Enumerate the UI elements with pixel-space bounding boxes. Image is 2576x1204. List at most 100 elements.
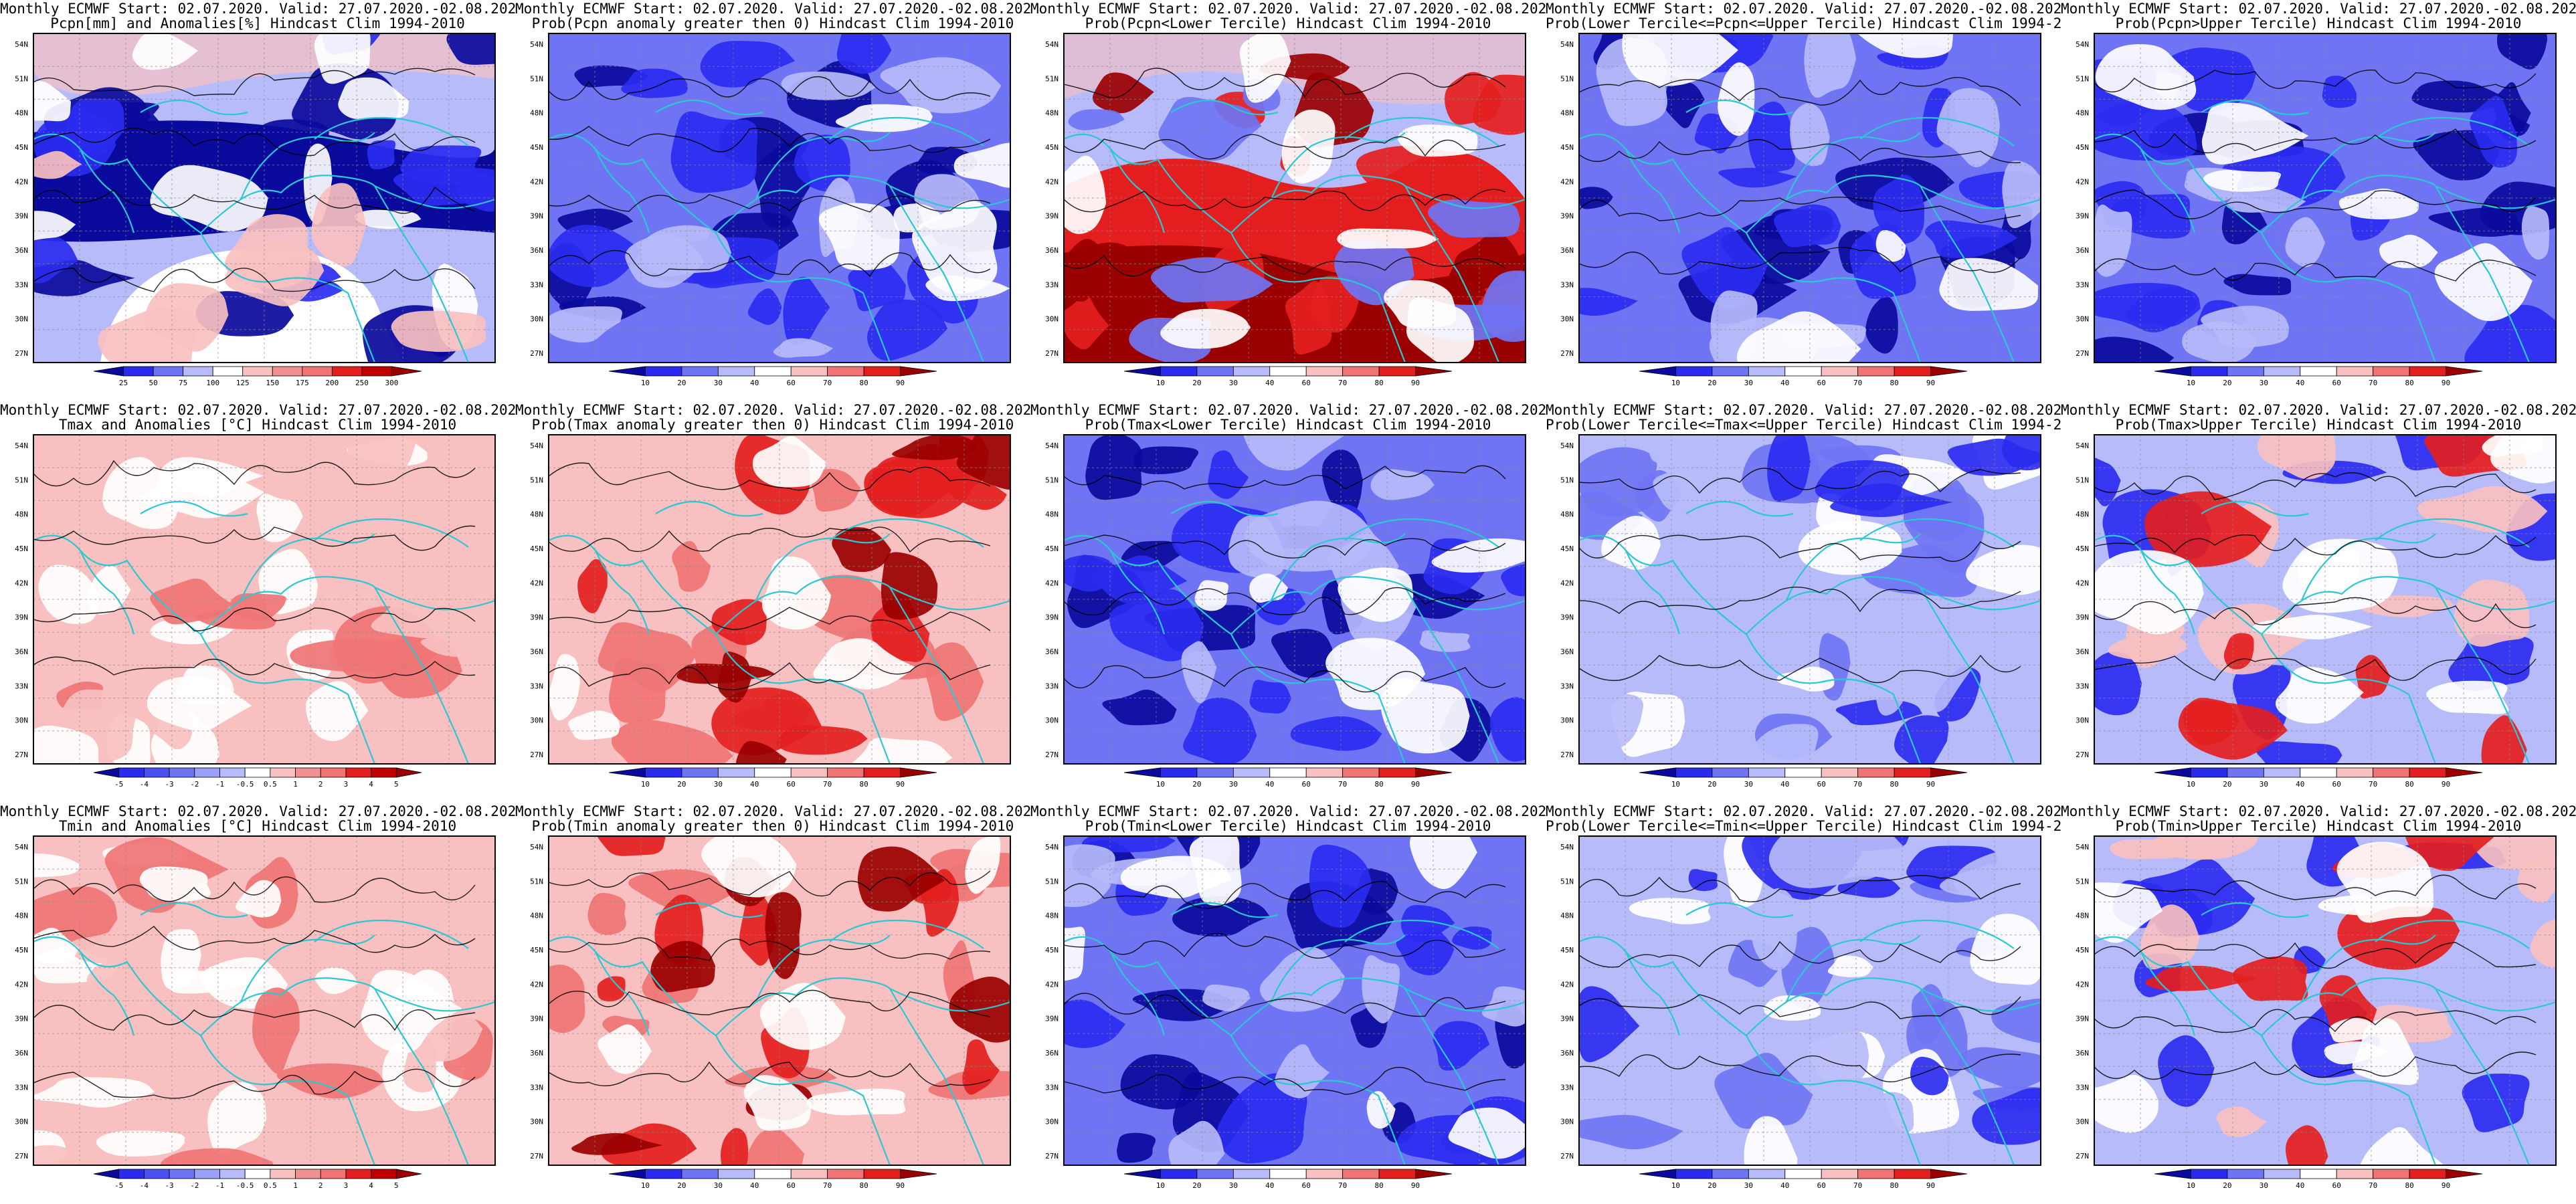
contour-line xyxy=(549,126,991,153)
colorbar-tick-label: 10 xyxy=(1671,780,1680,789)
anomaly-field-region xyxy=(2203,170,2282,192)
latitude-label: 51N xyxy=(15,877,28,886)
coastline xyxy=(889,185,985,363)
contour-line xyxy=(1579,468,2021,494)
coastline xyxy=(1625,148,1681,233)
anomaly-field-region xyxy=(2328,1017,2373,1043)
coastline xyxy=(1746,1035,1922,1165)
colorbar-tick-label: 30 xyxy=(714,780,723,789)
colorbar-tick-label: 40 xyxy=(1265,379,1274,387)
anomaly-field-region xyxy=(1718,62,1755,136)
anomaly-field-region xyxy=(711,599,767,645)
latitude-label: 42N xyxy=(1045,980,1059,989)
contour-line xyxy=(549,870,991,897)
anomaly-field-region xyxy=(256,494,303,542)
coastline xyxy=(889,988,985,1165)
anomaly-field-region xyxy=(2225,187,2306,213)
colorbar-tick-label: 30 xyxy=(1744,379,1753,387)
colorbar-tick-label: 20 xyxy=(1708,780,1716,789)
anomaly-field-region xyxy=(625,234,705,288)
anomaly-field-region xyxy=(1419,630,1471,652)
anomaly-field-region xyxy=(743,1075,812,1131)
forecast-map: 54N51N48N45N42N39N36N33N30N27N5E10E15E20… xyxy=(1560,434,2041,765)
latitude-label: 45N xyxy=(530,946,543,955)
anomaly-field-region xyxy=(276,1063,385,1099)
coastline xyxy=(1404,988,1500,1165)
contour-line xyxy=(2094,1009,2537,1033)
anomaly-field-region xyxy=(832,527,891,573)
colorbar-tick-label: 3 xyxy=(344,1181,349,1190)
anomaly-field-region xyxy=(747,288,782,325)
anomaly-field-region xyxy=(621,68,688,98)
anomaly-field-region xyxy=(1898,629,1972,712)
colorbar-tick-label: -0.5 xyxy=(236,780,254,789)
colorbar-legend: 10 20 30 40 60 70 80 90 xyxy=(2154,1169,2483,1190)
colorbar-tick-label: 70 xyxy=(823,379,832,387)
latitude-label: 33N xyxy=(2076,682,2089,690)
contour-line xyxy=(1064,189,1506,213)
panel-title-line2: Prob(Lower Tercile<=Tmin<=Upper Tercile)… xyxy=(1546,818,2061,834)
anomaly-field-region xyxy=(1158,97,1262,161)
coastline xyxy=(2140,550,2196,635)
anomaly-field-region xyxy=(2405,836,2494,872)
anomaly-field-region xyxy=(1688,869,1718,892)
latitude-label: 30N xyxy=(2076,315,2089,324)
anomaly-field-region xyxy=(150,165,268,232)
latitude-label: 39N xyxy=(1045,613,1059,622)
latitude-label: 48N xyxy=(1560,912,1574,920)
anomaly-field-region xyxy=(745,1128,805,1165)
latitude-label: 39N xyxy=(530,1015,543,1023)
latitude-label: 39N xyxy=(15,1015,28,1023)
anomaly-field-region xyxy=(1947,438,2041,476)
coastline xyxy=(1746,633,1922,764)
anomaly-field-region xyxy=(139,866,211,902)
anomaly-field-region xyxy=(848,260,906,312)
colorbar-tick-label: 30 xyxy=(1229,780,1238,789)
anomaly-field-region xyxy=(2094,336,2175,363)
colorbar-tick-label: 20 xyxy=(677,379,686,387)
map-panel: Monthly ECMWF Start: 02.07.2020. Valid: … xyxy=(515,401,1030,803)
coastline xyxy=(2261,1035,2437,1165)
latitude-label: 48N xyxy=(15,109,28,118)
colorbar-tick-label: 30 xyxy=(1229,1181,1238,1190)
anomaly-field-region xyxy=(1871,1092,1914,1134)
contour-line xyxy=(549,76,991,101)
latitude-label: 48N xyxy=(2076,109,2089,118)
contour-line xyxy=(33,460,476,487)
latitude-label: 48N xyxy=(1045,510,1059,519)
coastline xyxy=(1859,919,2015,949)
colorbar-tick-label: 60 xyxy=(1302,1181,1311,1190)
contour-line xyxy=(33,876,476,903)
anomaly-field-region xyxy=(195,609,278,629)
latitude-label: 39N xyxy=(530,212,543,221)
anomaly-field-region xyxy=(1064,294,1109,350)
anomaly-field-region xyxy=(2182,321,2257,363)
anomaly-field-region xyxy=(1257,193,1297,237)
colorbar-tick-label: 40 xyxy=(1780,780,1789,789)
coastline xyxy=(240,934,375,1003)
panel-title-line1: Monthly ECMWF Start: 02.07.2020. Valid: … xyxy=(515,803,1030,819)
colorbar-tick-label: 80 xyxy=(1374,1181,1383,1190)
colorbar-tick-label: 0.5 xyxy=(264,1181,277,1190)
panel-title-line2: Prob(Tmax<Lower Tercile) Hindcast Clim 1… xyxy=(1085,417,1491,433)
colorbar-tick-label: 30 xyxy=(714,1181,723,1190)
panel-title-line2: Tmin and Anomalies [°C] Hindcast Clim 19… xyxy=(58,818,457,834)
map-panel: Monthly ECMWF Start: 02.07.2020. Valid: … xyxy=(2061,401,2576,803)
anomaly-field-region xyxy=(1653,461,1731,515)
colorbar-tick-label: 80 xyxy=(2405,780,2413,789)
anomaly-field-region xyxy=(33,211,76,241)
latitude-label: 30N xyxy=(1560,1118,1574,1126)
anomaly-field-region xyxy=(794,134,850,192)
contour-line xyxy=(549,937,991,961)
panel-title-line1: Monthly ECMWF Start: 02.07.2020. Valid: … xyxy=(1546,1,2061,17)
latitude-label: 27N xyxy=(15,1152,28,1161)
anomaly-field-region xyxy=(1780,1021,1869,1090)
forecast-map: 54N51N48N45N42N39N36N33N30N27N5E10E15E20… xyxy=(15,33,496,363)
colorbar-tick-label: 2 xyxy=(318,1181,323,1190)
anomaly-field-region xyxy=(2324,1041,2389,1065)
colorbar-tick-label: 10 xyxy=(1156,780,1165,789)
latitude-label: 48N xyxy=(530,109,543,118)
latitude-label: 51N xyxy=(1045,877,1059,886)
colorbar-tick-label: 250 xyxy=(355,379,369,387)
colorbar-tick-label: 150 xyxy=(266,379,279,387)
